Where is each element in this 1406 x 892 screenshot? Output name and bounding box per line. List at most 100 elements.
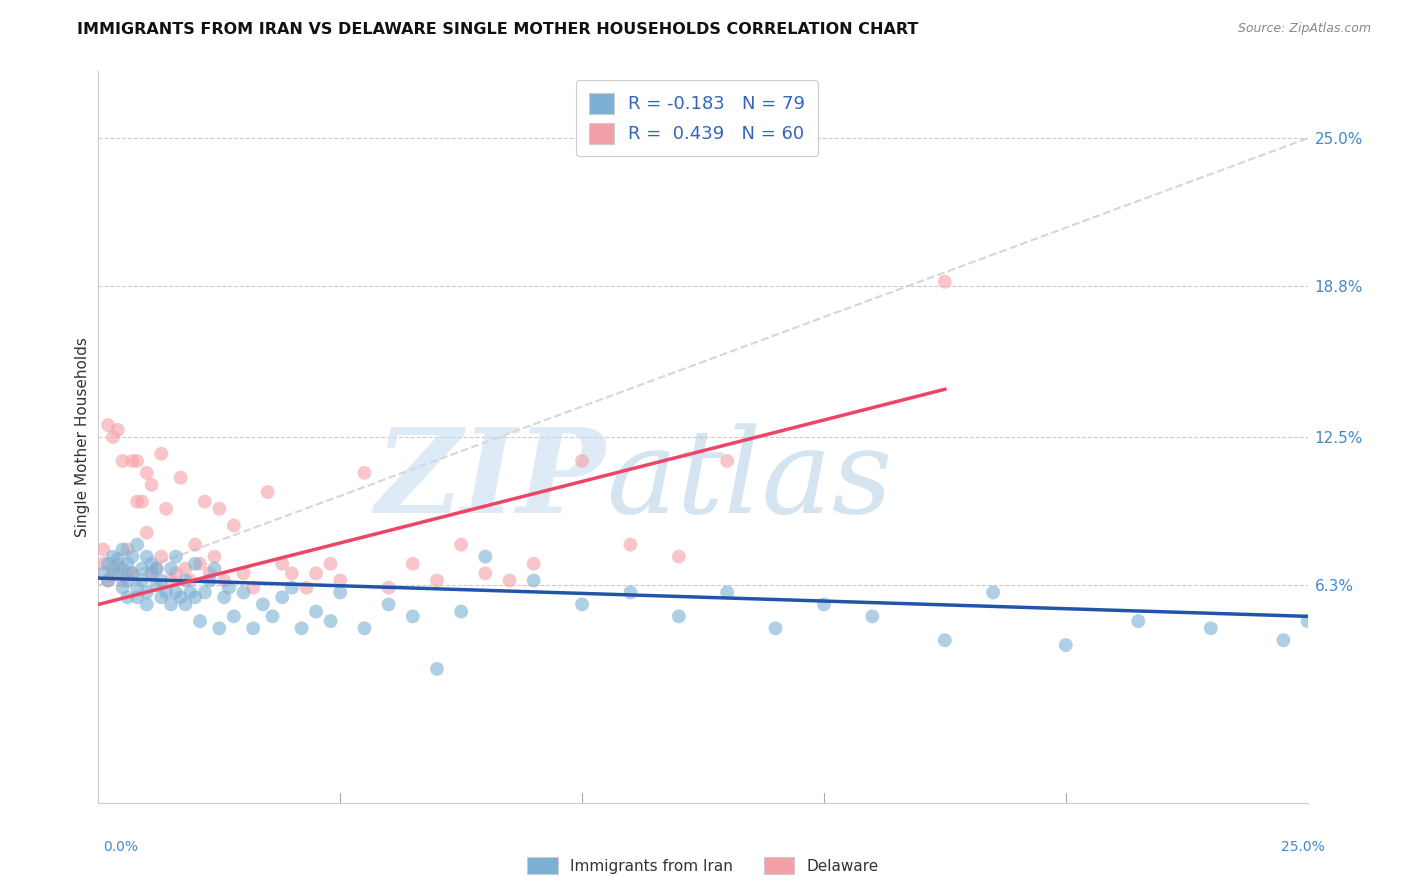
Point	[271, 557, 294, 571]
Point	[135, 598, 157, 612]
Point	[107, 566, 129, 581]
Point	[117, 591, 139, 605]
Point	[117, 557, 139, 571]
Point	[127, 494, 149, 508]
Legend: R = -0.183   N = 79, R =  0.439   N = 60: R = -0.183 N = 79, R = 0.439 N = 60	[576, 80, 818, 156]
Point	[91, 566, 114, 581]
Point	[141, 478, 163, 492]
Point	[934, 633, 956, 648]
Point	[981, 585, 1004, 599]
Point	[150, 591, 173, 605]
Point	[135, 525, 157, 540]
Point	[165, 549, 187, 564]
Point	[179, 574, 201, 588]
Point	[1199, 621, 1222, 635]
Point	[198, 574, 221, 588]
Point	[188, 614, 211, 628]
Point	[141, 566, 163, 581]
Point	[319, 557, 342, 571]
Point	[165, 566, 187, 581]
Point	[117, 542, 139, 557]
Text: 0.0%: 0.0%	[103, 840, 138, 855]
Point	[155, 585, 177, 599]
Point	[450, 538, 472, 552]
Point	[127, 538, 149, 552]
Point	[141, 557, 163, 571]
Point	[1272, 633, 1295, 648]
Point	[319, 614, 342, 628]
Point	[165, 585, 187, 599]
Point	[252, 598, 274, 612]
Point	[107, 557, 129, 571]
Point	[91, 557, 114, 571]
Point	[242, 581, 264, 595]
Point	[179, 585, 201, 599]
Point	[498, 574, 520, 588]
Point	[222, 518, 245, 533]
Point	[135, 585, 157, 599]
Y-axis label: Single Mother Households: Single Mother Households	[75, 337, 90, 537]
Point	[290, 621, 312, 635]
Point	[281, 581, 304, 595]
Point	[127, 591, 149, 605]
Point	[111, 542, 134, 557]
Point	[121, 566, 143, 581]
Point	[121, 549, 143, 564]
Text: IMMIGRANTS FROM IRAN VS DELAWARE SINGLE MOTHER HOUSEHOLDS CORRELATION CHART: IMMIGRANTS FROM IRAN VS DELAWARE SINGLE …	[77, 22, 918, 37]
Point	[208, 501, 231, 516]
Point	[474, 566, 496, 581]
Point	[97, 574, 120, 588]
Point	[101, 561, 124, 575]
Point	[571, 598, 593, 612]
Point	[377, 581, 399, 595]
Point	[523, 574, 546, 588]
Text: ZIP: ZIP	[377, 424, 606, 539]
Point	[204, 549, 226, 564]
Point	[1128, 614, 1150, 628]
Point	[353, 466, 375, 480]
Point	[305, 566, 328, 581]
Text: atlas: atlas	[606, 424, 893, 539]
Point	[619, 585, 641, 599]
Point	[111, 454, 134, 468]
Point	[619, 538, 641, 552]
Point	[160, 598, 183, 612]
Point	[716, 585, 738, 599]
Point	[131, 574, 153, 588]
Point	[97, 574, 120, 588]
Point	[111, 574, 134, 588]
Point	[160, 574, 183, 588]
Point	[474, 549, 496, 564]
Point	[571, 454, 593, 468]
Point	[150, 574, 173, 588]
Point	[174, 598, 197, 612]
Point	[1296, 614, 1319, 628]
Point	[135, 549, 157, 564]
Point	[208, 621, 231, 635]
Point	[131, 494, 153, 508]
Point	[329, 585, 352, 599]
Point	[91, 542, 114, 557]
Point	[716, 454, 738, 468]
Point	[111, 581, 134, 595]
Point	[256, 485, 278, 500]
Point	[101, 566, 124, 581]
Point	[281, 566, 304, 581]
Point	[127, 454, 149, 468]
Point	[107, 552, 129, 566]
Point	[232, 566, 254, 581]
Point	[295, 581, 318, 595]
Point	[169, 471, 191, 485]
Point	[127, 581, 149, 595]
Point	[218, 581, 240, 595]
Point	[523, 557, 546, 571]
Point	[450, 605, 472, 619]
Text: Source: ZipAtlas.com: Source: ZipAtlas.com	[1237, 22, 1371, 36]
Point	[160, 561, 183, 575]
Point	[131, 561, 153, 575]
Point	[402, 609, 425, 624]
Point	[150, 549, 173, 564]
Point	[97, 557, 120, 571]
Point	[155, 501, 177, 516]
Point	[668, 609, 690, 624]
